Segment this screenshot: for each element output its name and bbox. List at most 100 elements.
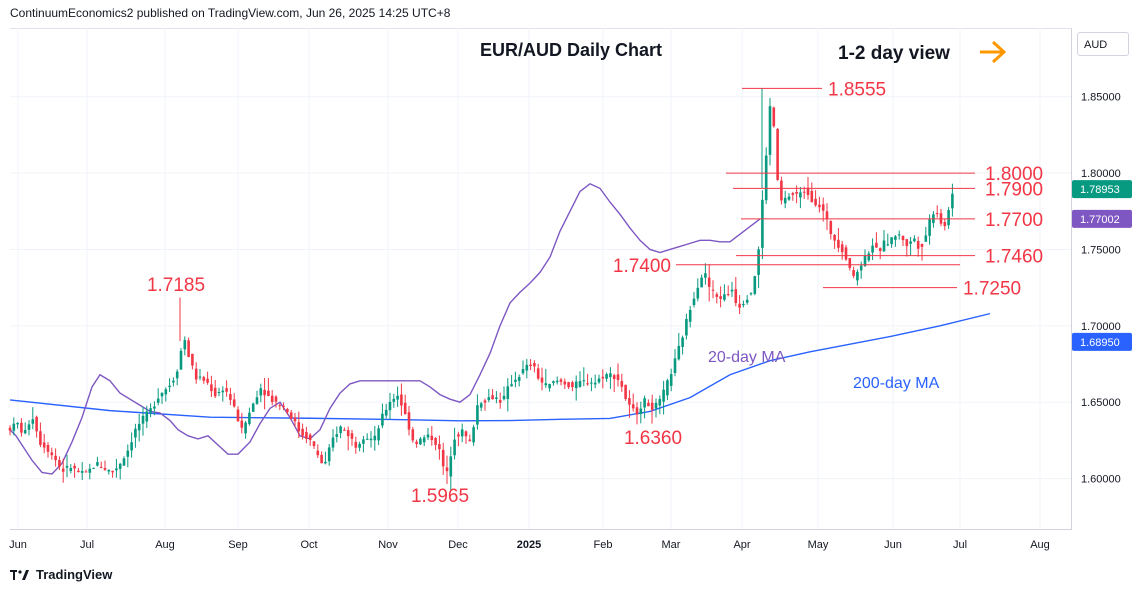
plot-area[interactable] [10, 28, 1072, 530]
candle-body [384, 409, 388, 416]
candle-body [118, 463, 122, 469]
currency-button[interactable]: AUD [1077, 32, 1129, 56]
candle-body [365, 438, 369, 440]
candle-body [42, 442, 46, 448]
candle-body [134, 428, 137, 438]
candle-body [536, 368, 540, 379]
candle-body [206, 378, 209, 383]
annotations: 1.7185 1.5965 1.6360 EUR/AUD Daily Chart 1-2… [147, 40, 1007, 507]
level-label: 1.7460 [985, 247, 1043, 268]
candle-body [719, 296, 722, 299]
candle-body [552, 381, 555, 383]
candle-body [833, 234, 836, 241]
candle-body [935, 213, 939, 215]
candle-body [122, 458, 126, 466]
candle-body [324, 461, 327, 464]
candle-body [818, 204, 821, 208]
candle-body [692, 298, 696, 306]
candle-body [77, 470, 80, 473]
candle-body [791, 193, 795, 195]
candle-body [548, 383, 551, 389]
candle-body [141, 415, 145, 424]
candle-body [635, 407, 639, 415]
candle-body [787, 196, 791, 200]
candle-body [616, 374, 620, 381]
candle-body [514, 379, 517, 382]
candle-body [415, 441, 418, 445]
candle-body [837, 239, 840, 248]
candle-body [821, 204, 825, 211]
candle-body [848, 258, 852, 268]
candle-body [859, 265, 863, 271]
candle-body [768, 106, 772, 155]
candle-body [825, 211, 829, 220]
candle-body [194, 368, 198, 380]
candle-body [301, 428, 304, 436]
candle-body [308, 434, 312, 440]
candle-body [449, 456, 453, 477]
y-tick-label: 1.65000 [1081, 397, 1121, 409]
candle-body [244, 422, 247, 434]
candle-body [327, 447, 331, 462]
candle-body [628, 398, 631, 405]
candle-body [153, 406, 156, 409]
candle-body [951, 193, 954, 209]
candle-body [491, 395, 494, 400]
x-tick-label: Nov [378, 539, 398, 551]
candle-body [886, 244, 890, 246]
candle-body [894, 236, 897, 240]
candle-body [882, 240, 886, 252]
candle-body [426, 434, 430, 438]
candle-body [700, 277, 703, 288]
candle-body [878, 248, 882, 252]
candle-body [783, 197, 787, 204]
candle-body [343, 429, 346, 431]
candle-body [270, 395, 274, 402]
candle-body [913, 238, 916, 242]
candle-body [871, 245, 874, 253]
candle-body [422, 437, 426, 443]
candle-body [362, 439, 365, 444]
candle-body [643, 398, 646, 408]
extreme-label: 1.6360 [624, 428, 682, 449]
candle-body [137, 423, 141, 431]
candle-body [863, 256, 867, 266]
candle-body [939, 213, 943, 224]
candle-body [202, 377, 206, 381]
candle-body [814, 198, 817, 206]
candle-body [669, 374, 673, 386]
candle-body [388, 401, 392, 411]
level-label: 1.7700 [985, 210, 1043, 231]
ma-20-path [9, 182, 761, 475]
grid [10, 28, 1071, 529]
candle-body [928, 219, 931, 236]
candle-body [278, 405, 282, 407]
candle-body [464, 431, 468, 437]
candle-body [54, 455, 57, 461]
candle-body [521, 369, 525, 374]
candle-body [696, 287, 700, 299]
price-badge-label: 1.78953 [1080, 184, 1120, 196]
candle-body [217, 392, 221, 394]
candle-body [289, 412, 293, 419]
candle-body [430, 435, 434, 441]
level-label: 1.7250 [963, 279, 1021, 300]
ma-200-label: 200-day MA [853, 375, 940, 392]
chart-title: EUR/AUD Daily Chart [480, 40, 662, 60]
tradingview-logo-icon [10, 569, 29, 580]
candle-body [867, 253, 871, 261]
candle-body [320, 454, 323, 464]
x-tick-label: Jul [80, 539, 94, 551]
extreme-label: 1.7185 [147, 275, 205, 296]
candle-body [586, 383, 589, 385]
footer-brand[interactable]: TradingView [10, 567, 112, 582]
candle-body [312, 441, 316, 447]
candle-body [890, 237, 893, 245]
y-tick-label: 1.70000 [1081, 321, 1121, 333]
candle-body [715, 294, 719, 297]
candle-body [707, 277, 711, 287]
candle-body [544, 383, 548, 386]
candle-body [764, 155, 768, 201]
